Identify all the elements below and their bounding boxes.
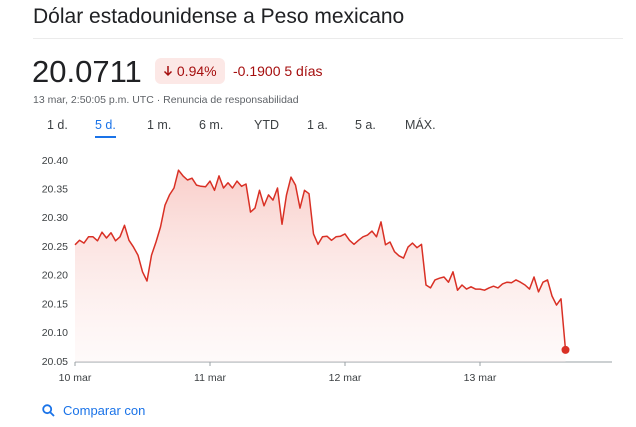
y-tick-label: 20.35 [42,183,68,195]
price: 20.0711 [32,54,142,89]
disclaimer[interactable]: Renuncia de responsabilidad [163,94,299,106]
y-tick-label: 20.25 [42,241,68,253]
timestamp: 13 mar, 2:50:05 p.m. UTC [33,94,154,106]
divider [33,38,623,39]
change-percent: 0.94% [155,58,225,84]
range-tab[interactable]: 1 m. [147,118,172,132]
period: 5 días [284,63,323,79]
y-tick-label: 20.15 [42,298,68,310]
separator: · [156,94,161,106]
range-tab[interactable]: YTD [254,118,279,132]
range-tab[interactable]: 6 m. [199,118,224,132]
y-tick-label: 20.30 [42,212,68,224]
y-tick-label: 20.10 [42,327,68,339]
compare-link[interactable]: Comparar con [42,403,145,418]
range-tab[interactable]: MÁX. [405,118,436,132]
x-tick-label: 11 mar [194,372,226,384]
y-tick-label: 20.40 [42,155,68,167]
chart: 20.05 20.10 20.15 20.20 20.25 20.30 20.35 20.40… [42,155,612,384]
search-icon [42,404,55,417]
area-fill [75,170,566,362]
x-tick-label: 13 mar [464,372,497,384]
down-arrow [163,66,173,77]
range-tab[interactable]: 5 a. [355,118,376,132]
range-tab[interactable]: 1 d. [47,118,68,132]
y-tick-label: 20.05 [42,356,68,368]
x-tick-label: 12 mar [329,372,362,384]
meta: 13 mar, 2:50:05 p.m. UTC · Renuncia de r… [33,94,299,106]
change-percent-text: 0.94% [176,63,217,79]
x-tick-label: 10 mar [59,372,92,384]
price-line [74,169,567,350]
last-point [561,345,570,354]
title: Dólar estadounidense a Peso mexicano [33,5,405,28]
change: -0.1900 5 días [233,63,323,79]
change-value: -0.1900 [233,63,281,79]
y-tick-label: 20.20 [42,270,68,282]
range-tab[interactable]: 5 d. [95,118,116,138]
compare-text[interactable]: Comparar con [63,403,146,418]
range-tab[interactable]: 1 a. [307,118,328,132]
